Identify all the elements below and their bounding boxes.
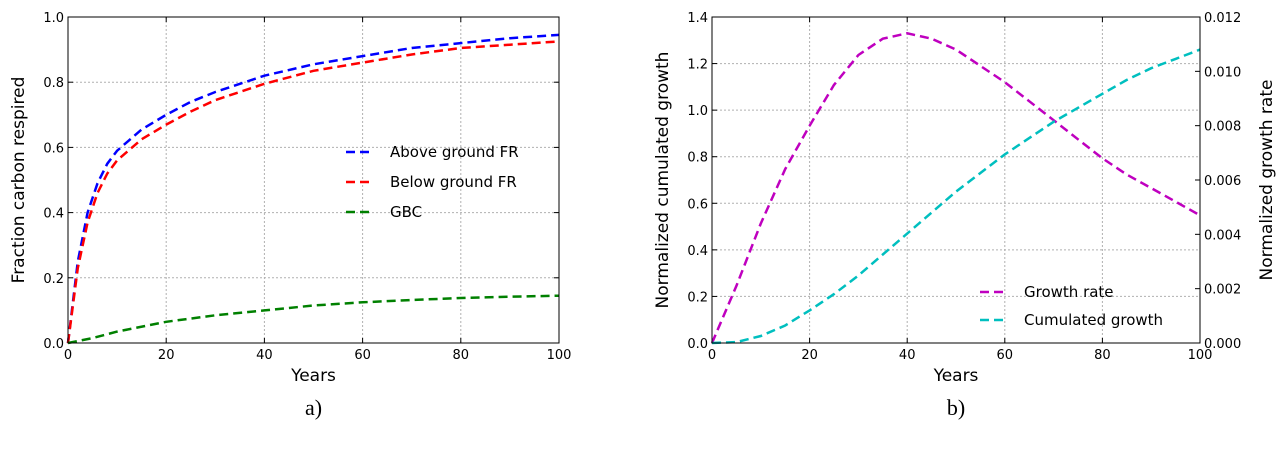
- x-tick-label: 80: [453, 348, 470, 363]
- right-y-tick-label: 0.004: [1204, 228, 1241, 243]
- legend-entry-below-ground-fr: Below ground FR: [390, 173, 517, 191]
- x-tick-label: 40: [899, 348, 916, 363]
- series-line-gbc: [67, 294, 560, 345]
- panel-a-label: a): [305, 395, 322, 420]
- panel-a-axes-frame: [67, 16, 560, 344]
- y-tick-label: 0.4: [43, 207, 64, 222]
- panel-b-label: b): [947, 395, 965, 420]
- legend-entry-cumulated-growth: Cumulated growth: [1024, 311, 1163, 329]
- y-tick-label: 1.2: [687, 58, 708, 73]
- panel-b-chart: 0 20 40 60 80 100 0.0 0.2 0.4 0.6 0.8 1.0 1.2 1.4 0.00…: [653, 11, 1277, 420]
- x-tick-label: 100: [547, 348, 572, 363]
- y-tick-label: 1.4: [687, 11, 708, 26]
- x-tick-label: 60: [997, 348, 1014, 363]
- x-tick-label: 20: [801, 348, 818, 363]
- y-tick-label: 0.0: [687, 337, 708, 352]
- y-tick-label: 0.2: [43, 272, 64, 287]
- y-tick-label: 0.8: [43, 76, 64, 91]
- panel-a-chart: 0 20 40 60 80 100 0.0 0.2 0.4 0.6 0.8 1.0 Years Fra…: [9, 11, 571, 420]
- right-y-tick-label: 0.008: [1204, 120, 1241, 135]
- panel-b-y-axis-label: Normalized cumulated growth: [653, 52, 673, 309]
- legend-entry-growth-rate: Growth rate: [1024, 283, 1114, 301]
- x-tick-label: 20: [158, 348, 175, 363]
- series-line-cumulated-growth: [711, 48, 1201, 345]
- y-tick-label: 1.0: [43, 11, 64, 26]
- series-line-below-ground-fr: [66, 40, 560, 344]
- y-tick-label: 0.6: [687, 197, 708, 212]
- y-tick-label: 0.0: [43, 337, 64, 352]
- panel-b-plot-area: [710, 32, 1201, 345]
- panel-a-plot-area: [66, 33, 560, 345]
- panel-b-axes-frame: [711, 16, 1201, 344]
- legend-entry-above-ground-fr: Above ground FR: [390, 143, 519, 161]
- x-tick-label: 40: [256, 348, 273, 363]
- panel-a-y-axis-label: Fraction carbon respired: [9, 77, 29, 284]
- x-tick-label: 80: [1094, 348, 1111, 363]
- x-tick-label: 60: [354, 348, 371, 363]
- panel-a-x-axis-label: Years: [290, 366, 336, 386]
- right-y-tick-label: 0.002: [1204, 283, 1241, 298]
- x-tick-label: 100: [1188, 348, 1213, 363]
- x-tick-label: 0: [64, 348, 72, 363]
- right-y-tick-label: 0.010: [1204, 65, 1241, 80]
- right-y-tick-label: 0.006: [1204, 174, 1241, 189]
- panel-a-legend: Above ground FR Below ground FR GBC: [346, 143, 519, 221]
- panel-b-right-y-axis-label: Normalized growth rate: [1257, 80, 1277, 281]
- right-y-tick-label: 0.000: [1204, 337, 1241, 352]
- y-tick-label: 1.0: [687, 104, 708, 119]
- panel-b-grid: [712, 17, 1200, 343]
- right-y-tick-label: 0.012: [1204, 11, 1241, 26]
- series-line-growth-rate: [710, 32, 1201, 344]
- y-tick-label: 0.4: [687, 244, 708, 259]
- panel-b-legend: Growth rate Cumulated growth: [980, 283, 1163, 329]
- y-tick-label: 0.2: [687, 290, 708, 305]
- legend-entry-gbc: GBC: [390, 203, 422, 221]
- y-tick-label: 0.6: [43, 141, 64, 156]
- panel-a-grid: [68, 17, 559, 343]
- panel-b-x-axis-label: Years: [933, 366, 979, 386]
- x-tick-label: 0: [708, 348, 716, 363]
- y-tick-label: 0.8: [687, 151, 708, 166]
- panel-b-ticks: 0 20 40 60 80 100 0.0 0.2 0.4 0.6 0.8 1.0 1.2 1.4 0.00…: [687, 11, 1241, 363]
- series-line-above-ground-fr: [66, 33, 560, 344]
- panel-a-ticks: 0 20 40 60 80 100 0.0 0.2 0.4 0.6 0.8 1.0: [43, 11, 571, 363]
